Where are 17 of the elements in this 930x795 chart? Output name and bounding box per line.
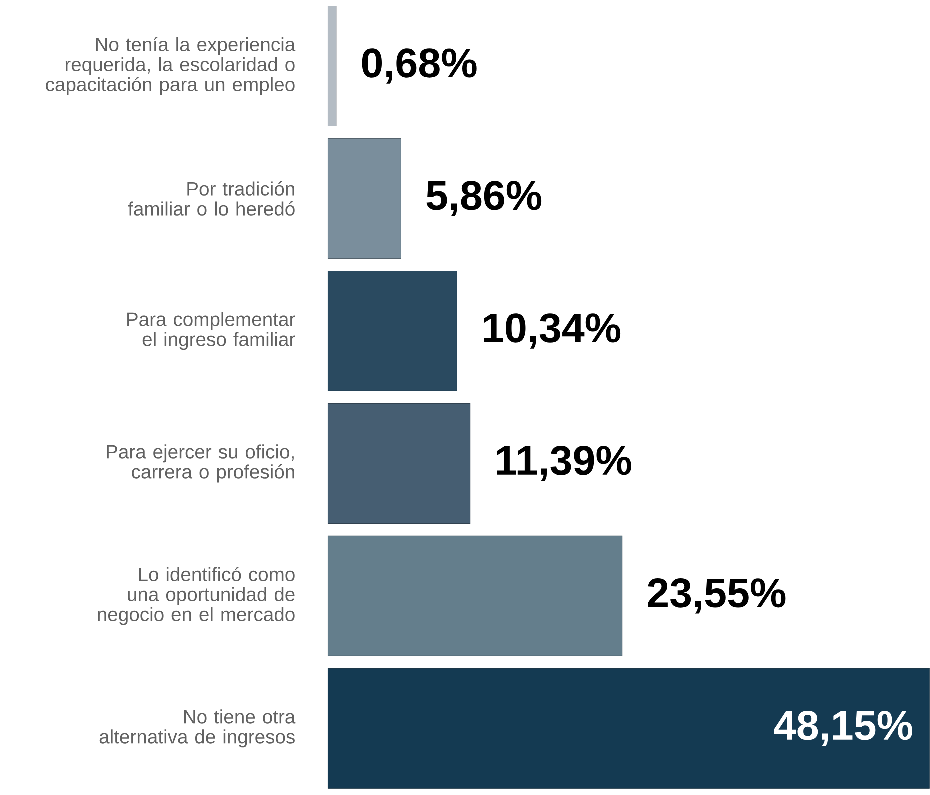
y-tick-label: No tiene otra alternativa de ingresos [100, 710, 296, 748]
data-label: 23,55% [648, 578, 786, 614]
y-tick-label: No tenía la experiencia requerida, la escolaridad o capacitación para un empleo [46, 37, 296, 96]
data-label: 48,15% [774, 711, 913, 746]
data-label: 5,86% [426, 181, 542, 216]
bar [328, 536, 623, 656]
data-label: 0,68% [362, 48, 477, 84]
bar [328, 403, 471, 524]
bar [328, 271, 458, 392]
y-tick-label: Para complementar el ingreso familiar [128, 312, 296, 350]
y-tick-label: Lo identificó como una oportunidad de negocio en el mercado [98, 567, 295, 626]
y-tick-label: Por tradición familiar o lo heredó [128, 182, 295, 216]
bar [328, 6, 337, 127]
y-tick-label: Para ejercer su oficio, carrera o profesión [107, 444, 294, 483]
data-label: 11,39% [497, 446, 632, 482]
data-label: 10,34% [484, 314, 621, 349]
bar [328, 668, 930, 789]
